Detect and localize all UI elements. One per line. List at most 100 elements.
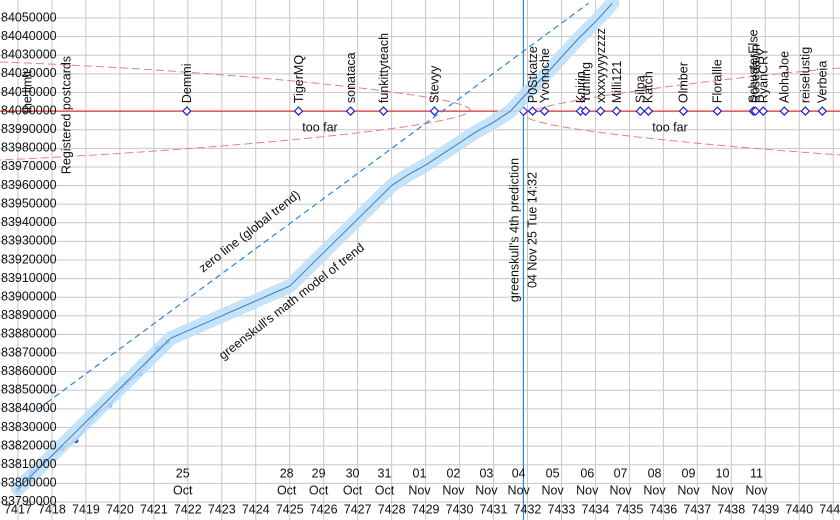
postcard-marker (800, 106, 811, 116)
postcard-name: P0Stkatze (526, 46, 540, 103)
y-tick-label: 83900000 (1, 290, 57, 304)
y-tick-label: 84050000 (1, 10, 57, 24)
date-month: Nov (408, 483, 431, 497)
prediction-label: greenskull's 4th prediction (508, 158, 522, 302)
date-day: 08 (648, 466, 662, 480)
postcard-marker (712, 106, 723, 116)
x-tick-label: 7438 (717, 502, 745, 516)
postcard-marker (293, 106, 304, 116)
x-tick-label: 7429 (412, 502, 440, 516)
date-month: Oct (277, 483, 297, 497)
date-month: Nov (508, 483, 531, 497)
x-tick-label: 7431 (480, 502, 508, 516)
y-tick-label: 84010000 (1, 85, 57, 99)
postcard-name: Milli121 (610, 61, 624, 103)
y-tick-label: 84040000 (1, 29, 57, 43)
too-far-boundary (0, 61, 471, 161)
x-tick-label: 7422 (174, 502, 202, 516)
x-tick-label: 7423 (208, 502, 236, 516)
date-month: Oct (343, 483, 363, 497)
date-day: 06 (580, 466, 594, 480)
postcard-name: Olmber (677, 62, 691, 103)
postcard-marker (750, 106, 761, 116)
postcard-name: Silpa (634, 75, 648, 103)
zero-line (38, 2, 589, 410)
y-tick-label: 83980000 (1, 141, 57, 155)
y-tick-label: 84030000 (1, 48, 57, 62)
y-tick-label: 83910000 (1, 271, 57, 285)
postcard-marker (758, 106, 769, 116)
annotation: too far (302, 120, 337, 134)
postcard-name: Katch (642, 71, 656, 103)
date-month: Nov (442, 483, 465, 497)
date-month: Oct (309, 483, 329, 497)
y-tick-label: 83810000 (1, 457, 57, 471)
x-tick-label: 7426 (310, 502, 338, 516)
postcard-name: reiselustig (799, 47, 813, 103)
y-tick-label: 83830000 (1, 420, 57, 434)
postcard-name: AlohaJoe (778, 51, 792, 103)
postcard-name: Knirin (574, 71, 588, 103)
y-tick-label: 83820000 (1, 438, 57, 452)
y-tick-label: 83870000 (1, 345, 57, 359)
date-month: Nov (576, 483, 599, 497)
y-tick-label: 83940000 (1, 215, 57, 229)
postcard-marker (345, 106, 356, 116)
postcard-marker (817, 106, 828, 116)
date-day: 02 (446, 466, 460, 480)
postcard-marker (539, 106, 550, 116)
y-tick-label: 83930000 (1, 234, 57, 248)
date-day: 30 (346, 466, 360, 480)
postcard-name: sonataca (344, 52, 358, 103)
postcards-label: Registered postcards (59, 56, 73, 174)
x-tick-label: 7435 (615, 502, 643, 516)
date-day: 09 (682, 466, 696, 480)
y-tick-label: 83850000 (1, 383, 57, 397)
postcard-marker (429, 106, 440, 116)
x-tick-label: 7427 (344, 502, 372, 516)
y-tick-label: 84020000 (1, 66, 57, 80)
postcard-marker (643, 106, 654, 116)
date-month: Nov (711, 483, 734, 497)
date-month: Nov (677, 483, 700, 497)
date-day: 03 (479, 466, 493, 480)
y-tick-label: 83880000 (1, 327, 57, 341)
date-day: 31 (378, 466, 392, 480)
x-tick-label: 7428 (378, 502, 406, 516)
date-day: 28 (280, 466, 294, 480)
annotation: too far (652, 120, 687, 134)
postcard-marker (580, 106, 591, 116)
date-month: Oct (375, 483, 395, 497)
date-day: 29 (312, 466, 326, 480)
date-month: Nov (643, 483, 666, 497)
y-tick-label: 83950000 (1, 196, 57, 210)
date-month: Nov (542, 483, 565, 497)
y-tick-label: 83860000 (1, 364, 57, 378)
x-tick-label: 7420 (106, 502, 134, 516)
y-tick-label: 83920000 (1, 252, 57, 266)
x-tick-label: 7432 (514, 502, 542, 516)
x-tick-label: 7441 (819, 502, 840, 516)
y-tick-label: 83970000 (1, 159, 57, 173)
y-tick-label: 83990000 (1, 122, 57, 136)
postcard-name: Yvonnche (538, 48, 552, 103)
too-far-boundary (524, 67, 840, 156)
postcard-marker (678, 106, 689, 116)
x-tick-label: 7433 (548, 502, 576, 516)
date-month: Nov (475, 483, 498, 497)
date-day: 10 (716, 466, 730, 480)
x-tick-label: 7425 (276, 502, 304, 516)
postcard-marker (181, 106, 192, 116)
limit-label: the limit (20, 70, 34, 114)
postcard-name: Verbeia (816, 61, 830, 103)
date-day: 01 (413, 466, 427, 480)
date-day: 07 (614, 466, 628, 480)
date-day: 25 (176, 466, 190, 480)
x-tick-label: 7439 (751, 502, 779, 516)
postcard-name: funkittyteach (377, 33, 391, 103)
postcard-marker (611, 106, 622, 116)
postcard-name: xxxxyyyyzzzz (594, 28, 608, 103)
x-tick-label: 7430 (446, 502, 474, 516)
